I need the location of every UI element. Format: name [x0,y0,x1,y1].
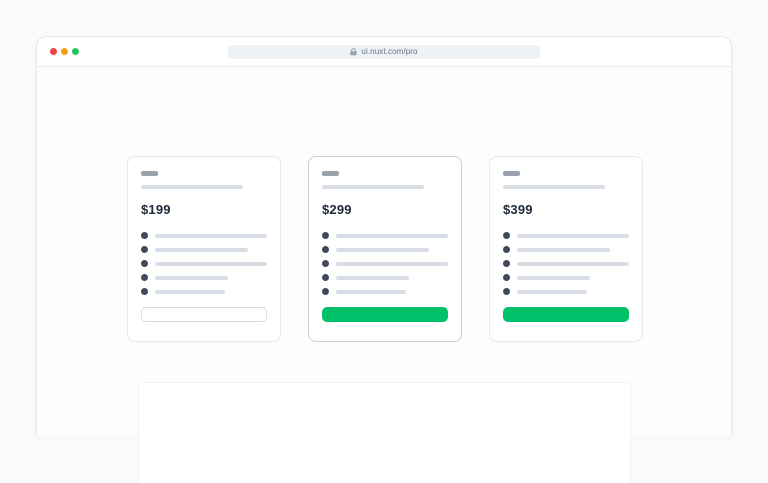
buy-button-outline[interactable] [141,307,267,322]
feature-list [322,232,448,295]
pricing-card-premium: $399 [489,156,643,342]
feature-text-placeholder [336,247,429,252]
feature-item [322,274,448,281]
bullet-dot-icon [141,260,148,267]
feature-item [141,288,267,295]
bullet-dot-icon [503,260,510,267]
window-controls [50,48,79,55]
feature-text-placeholder [155,247,248,252]
feature-item [503,260,629,267]
feature-text-placeholder [155,275,228,280]
feature-item [503,232,629,239]
feature-item [503,274,629,281]
plan-subtitle-placeholder [503,185,605,189]
feature-item [322,288,448,295]
feature-item [503,288,629,295]
feature-item [322,232,448,239]
browser-titlebar: ui.nuxt.com/pro [37,37,731,67]
feature-item [322,260,448,267]
bullet-dot-icon [322,288,329,295]
plan-subtitle-placeholder [322,185,424,189]
feature-item [141,274,267,281]
feature-list [141,232,267,295]
feature-text-placeholder [517,289,587,294]
bullet-dot-icon [141,246,148,253]
pricing-card-popular: $299 [308,156,462,342]
feature-text-placeholder [155,289,225,294]
feature-text-placeholder [517,275,590,280]
feature-text-placeholder [155,233,267,238]
feature-text-placeholder [336,275,409,280]
feature-item [503,246,629,253]
feature-text-placeholder [336,233,448,238]
feature-text-placeholder [336,261,448,266]
browser-window: ui.nuxt.com/pro $199 $299 [36,36,732,483]
feature-text-placeholder [155,261,267,266]
plan-price: $399 [503,202,533,217]
bullet-dot-icon [503,232,510,239]
feature-text-placeholder [517,261,629,266]
buy-button-primary[interactable] [503,307,629,322]
feature-item [141,260,267,267]
pricing-cards: $199 $299 [127,156,643,342]
bullet-dot-icon [503,274,510,281]
lock-icon [350,43,357,61]
feature-item [141,246,267,253]
feature-text-placeholder [336,289,406,294]
close-window-button[interactable] [50,48,57,55]
feature-text-placeholder [517,233,629,238]
maximize-window-button[interactable] [72,48,79,55]
bullet-dot-icon [503,288,510,295]
bullet-dot-icon [322,274,329,281]
feature-list [503,232,629,295]
plan-title-placeholder [141,171,158,176]
feature-item [322,246,448,253]
plan-price: $199 [141,202,171,217]
bullet-dot-icon [322,260,329,267]
bullet-dot-icon [322,232,329,239]
plan-title-placeholder [322,171,339,176]
address-bar[interactable]: ui.nuxt.com/pro [228,43,540,61]
bullet-dot-icon [322,246,329,253]
pricing-card-basic: $199 [127,156,281,342]
feature-item [141,232,267,239]
bullet-dot-icon [141,288,148,295]
plan-price: $299 [322,202,352,217]
bullet-dot-icon [141,274,148,281]
feature-text-placeholder [517,247,610,252]
bullet-dot-icon [141,232,148,239]
address-bar-url: ui.nuxt.com/pro [361,46,418,56]
plan-title-placeholder [503,171,520,176]
buy-button-primary[interactable] [322,307,448,322]
bullet-dot-icon [503,246,510,253]
minimize-window-button[interactable] [61,48,68,55]
plan-subtitle-placeholder [141,185,243,189]
next-section-panel [138,382,631,483]
